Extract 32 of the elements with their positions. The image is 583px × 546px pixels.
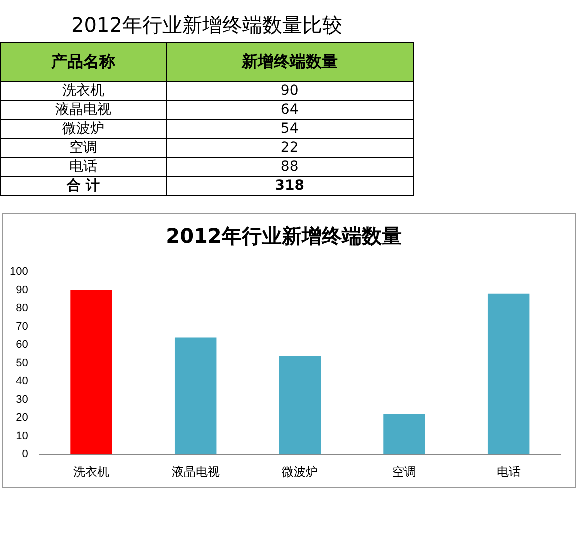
category-label: 液晶电视: [55, 102, 112, 118]
y-tick-label: 30: [16, 394, 28, 406]
text: 22: [166, 138, 414, 158]
y-tick-label: 20: [16, 412, 28, 424]
y-tick-label: 70: [16, 320, 28, 333]
text: 318: [166, 176, 414, 196]
y-tick-label: 0: [22, 448, 28, 461]
category-label: 微波炉: [62, 121, 104, 137]
x-tick-label: 空调: [392, 465, 417, 480]
category-label: 洗衣机: [62, 83, 104, 99]
text: 产品名称: [0, 42, 166, 82]
x-tick-label: 液晶电视: [172, 465, 220, 480]
y-tick-label: 90: [16, 284, 28, 296]
y-tick-label: 80: [16, 302, 28, 315]
category-label: 空调: [69, 140, 98, 156]
category-label: 电话: [69, 159, 98, 175]
text: 54: [166, 120, 414, 138]
x-tick-label: 洗衣机: [74, 465, 110, 480]
text: 90: [166, 82, 414, 100]
text: 2012年行业新增终端数量比较: [70, 12, 344, 38]
x-tick-label: 微波炉: [282, 465, 318, 480]
chart-title: 2012年行业新增终端数量: [166, 224, 402, 248]
y-tick-label: 60: [16, 339, 28, 352]
text: 88: [166, 158, 414, 176]
y-tick-label: 50: [16, 357, 28, 370]
y-tick-label: 10: [16, 430, 28, 442]
text: 64: [166, 100, 414, 120]
y-tick-label: 40: [16, 376, 28, 388]
y-tick-label: 100: [10, 266, 28, 278]
text: 新增终端数量: [166, 42, 414, 82]
x-tick-label: 电话: [496, 465, 521, 480]
text: 合 计: [0, 176, 166, 196]
